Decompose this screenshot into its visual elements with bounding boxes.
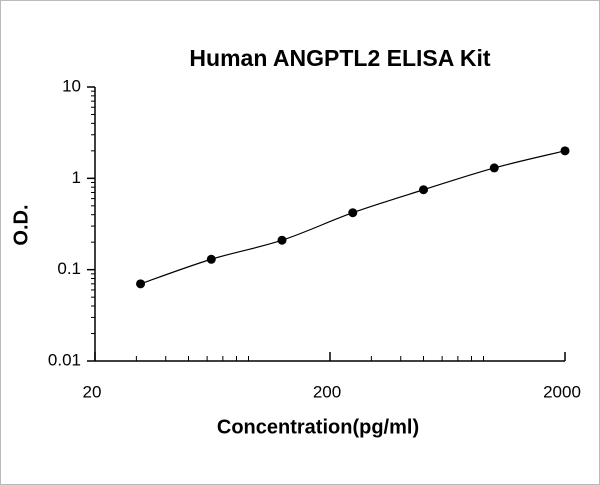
point [560,146,570,156]
x-tick-label: 2000 [543,382,581,401]
point [136,279,146,289]
x-axis-label: Concentration(pg/ml) [217,416,419,438]
point [277,235,287,245]
point [419,185,429,195]
y-tick-label: 1 [72,168,81,187]
x-tick-label: 20 [83,382,102,401]
y-tick-label: 0.1 [57,259,81,278]
point [206,254,216,264]
y-tick-label: 10 [62,76,81,95]
y-tick-label: 0.01 [48,350,81,369]
point [348,208,358,218]
point [489,163,499,173]
y-axis-label: O.D. [10,204,32,245]
chart-title: Human ANGPTL2 ELISA Kit [189,45,490,71]
x-tick-label: 200 [313,382,341,401]
